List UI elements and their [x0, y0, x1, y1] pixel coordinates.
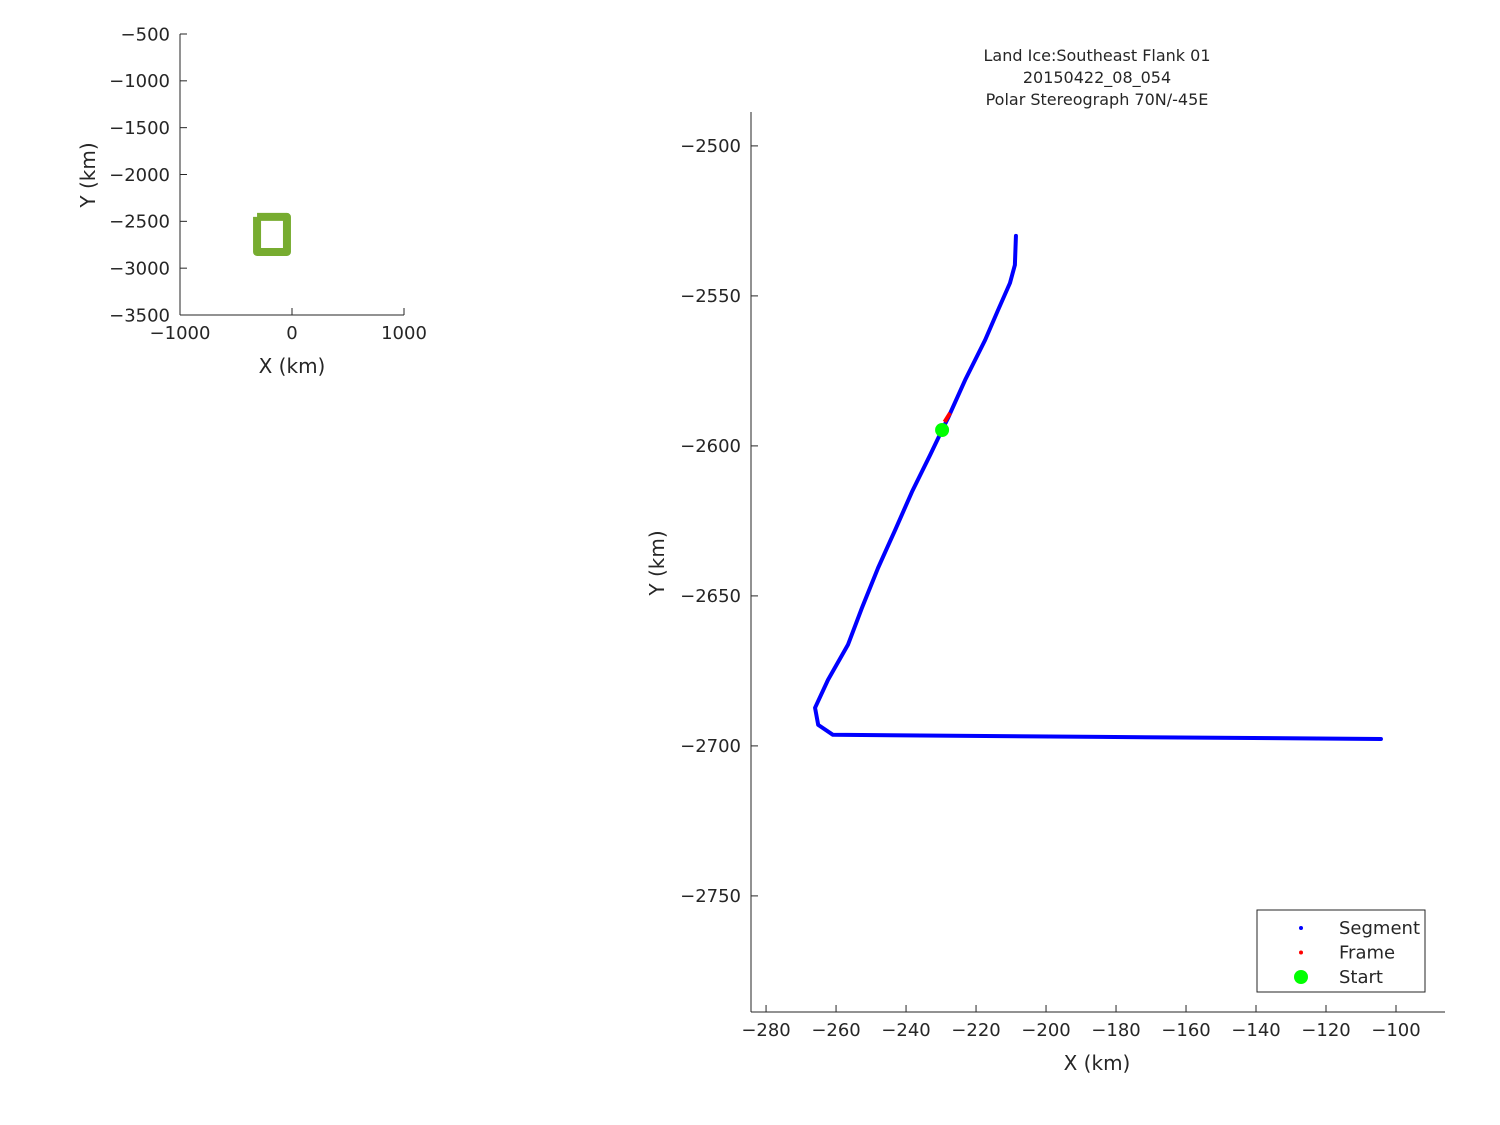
y-axis-label: Y (km): [645, 530, 669, 596]
x-tick-label: −1000: [150, 323, 211, 344]
start-marker: [935, 423, 950, 437]
segment-track: [813, 233, 1383, 741]
y-axis-label: Y (km): [76, 142, 100, 208]
y-tick-label: −2750: [680, 886, 741, 907]
y-tick-label: −3000: [109, 258, 170, 279]
y-tick-label: −2600: [680, 436, 741, 457]
legend-label: Segment: [1339, 918, 1420, 939]
frame-track: [942, 411, 952, 423]
x-tick-label: −160: [1161, 1020, 1210, 1041]
y-tick-label: −1000: [109, 71, 170, 92]
y-tick-label: −2500: [109, 212, 170, 233]
legend-box: [1256, 909, 1426, 993]
x-axis-label: X (km): [1064, 1051, 1131, 1075]
y-tick-label: −3500: [109, 305, 170, 326]
legend-label: Frame: [1339, 943, 1395, 964]
y-tick-label: −2550: [680, 286, 741, 307]
x-tick-label: −220: [951, 1020, 1000, 1041]
legend-label: Start: [1339, 967, 1383, 988]
legend-marker: [1299, 926, 1303, 930]
y-tick-label: −2500: [680, 136, 741, 157]
x-tick-label: 1000: [381, 323, 427, 344]
x-tick-label: −240: [881, 1020, 930, 1041]
y-tick-label: −2000: [109, 165, 170, 186]
x-tick-label: −120: [1301, 1020, 1350, 1041]
y-tick-label: −1500: [109, 118, 170, 139]
chart-title-line: Polar Stereograph 70N/-45E: [986, 90, 1209, 109]
chart-title-line: 20150422_08_054: [1023, 68, 1171, 88]
legend-marker: [1299, 950, 1303, 955]
y-tick-label: −500: [121, 24, 170, 45]
y-tick-label: −2700: [680, 736, 741, 757]
y-tick-label: −2650: [680, 586, 741, 607]
x-tick-label: −100: [1371, 1020, 1420, 1041]
x-tick-label: −180: [1091, 1020, 1140, 1041]
flight-outline: [253, 212, 291, 256]
legend-marker: [1294, 970, 1308, 984]
x-axis-label: X (km): [259, 354, 326, 378]
chart-title-line: Land Ice:Southeast Flank 01: [984, 46, 1211, 65]
x-tick-label: −200: [1021, 1020, 1070, 1041]
x-tick-label: 0: [286, 323, 297, 344]
x-tick-label: −280: [741, 1020, 790, 1041]
x-tick-label: −140: [1231, 1020, 1280, 1041]
x-tick-label: −260: [811, 1020, 860, 1041]
